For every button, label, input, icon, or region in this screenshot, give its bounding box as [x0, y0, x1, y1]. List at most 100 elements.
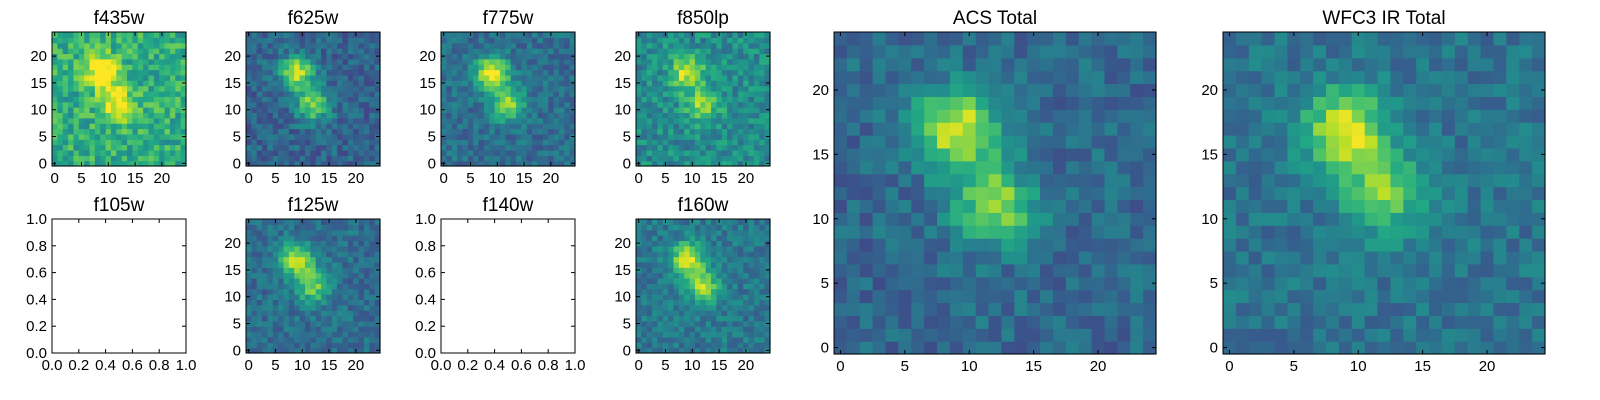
pixel-cell [662, 288, 669, 295]
pixel-cell [716, 229, 723, 236]
pixel-cell [694, 261, 701, 268]
pixel-cell [267, 342, 274, 349]
pixel-cell [962, 276, 977, 291]
pixel-cell [299, 288, 306, 295]
pixel-cell [716, 245, 723, 252]
pixel-cell [116, 139, 123, 146]
pixel-cell [278, 240, 285, 247]
pixel-cell [885, 135, 899, 149]
pixel-cell [369, 288, 376, 295]
pixel-cell [975, 109, 990, 123]
pixel-cell [267, 133, 274, 140]
pixel-cell [510, 101, 517, 108]
pixel-cell [68, 139, 75, 146]
pixel-cell [743, 331, 750, 338]
pixel-cell [278, 144, 285, 151]
pixel-cell [94, 58, 101, 65]
pixel-cell [759, 149, 766, 156]
pixel-cell [1326, 238, 1340, 252]
pixel-cell [737, 128, 744, 135]
pixel-cell [759, 219, 766, 225]
pixel-cell [164, 112, 171, 119]
pixel-cell [310, 331, 317, 338]
pixel-cell [451, 139, 458, 146]
pixel-cell [516, 101, 522, 108]
pixel-cell [684, 224, 691, 231]
pixel-cell [164, 69, 171, 76]
pixel-cell [262, 304, 269, 311]
pixel-cell [569, 37, 576, 44]
y-tick-label-20: 20 [224, 48, 241, 65]
pixel-cell [1467, 341, 1482, 355]
pixel-cell [652, 42, 659, 49]
pixel-cell [299, 224, 306, 231]
pixel-cell [689, 315, 696, 322]
pixel-cell [446, 69, 453, 76]
pixel-cell [473, 112, 480, 119]
pixel-cell [898, 289, 912, 304]
pixel-cell [1429, 302, 1443, 316]
pixel-cell [1052, 160, 1067, 175]
pixel-cell [310, 336, 317, 343]
x-tick-label-15: 15 [321, 357, 338, 374]
pixel-cell [84, 101, 91, 108]
pixel-cell [473, 155, 480, 162]
pixel-cell [748, 342, 755, 349]
pixel-cell [304, 331, 311, 338]
pixel-cell [342, 283, 349, 290]
y-tick-label-15: 15 [812, 146, 829, 163]
pixel-cell [662, 283, 669, 290]
pixel-cell [110, 74, 117, 81]
pixel-cell [331, 288, 338, 295]
pixel-cell [331, 48, 338, 55]
pixel-cell [272, 310, 279, 317]
pixel-cell [100, 85, 107, 92]
pixel-cell [310, 64, 317, 71]
pixel-cell [175, 149, 182, 156]
pixel-cell [347, 53, 354, 60]
pixel-cell [347, 336, 354, 343]
pixel-cell [1104, 160, 1118, 175]
pixel-cell [68, 32, 75, 38]
pixel-cell [347, 315, 354, 322]
pixel-cell [267, 277, 274, 284]
y-tick-label-0: 0 [233, 342, 241, 359]
pixel-cell [137, 133, 144, 140]
pixel-cell [288, 64, 295, 71]
pixel-cell [347, 37, 354, 44]
pixel-cell [975, 302, 990, 316]
pixel-cell [684, 32, 691, 38]
pixel-cell [315, 101, 322, 108]
pixel-cell [246, 283, 252, 290]
pixel-cell [331, 320, 338, 327]
pixel-cell [678, 315, 685, 322]
pixel-cell [256, 58, 263, 65]
pixel-cell [342, 155, 349, 162]
pixel-cell [347, 107, 354, 113]
pixel-cell [262, 272, 269, 279]
pixel-cell [294, 42, 301, 49]
pixel-cell [641, 245, 648, 252]
pixel-cell [1040, 186, 1054, 201]
pixel-cell [1390, 341, 1404, 355]
pixel-cell [342, 74, 349, 81]
pixel-cell [673, 144, 680, 151]
pixel-cell [753, 139, 760, 146]
pixel-cell [700, 304, 707, 311]
pixel-cell [859, 122, 874, 136]
pixel-cell [278, 155, 285, 162]
pixel-cell [646, 336, 653, 343]
pixel-cell [834, 70, 848, 85]
panel-title: f105w [94, 195, 145, 216]
pixel-cell [721, 149, 728, 156]
pixel-cell [743, 310, 750, 317]
pixel-cell [94, 144, 101, 151]
pixel-cell [937, 135, 951, 149]
pixel-cell [462, 74, 469, 81]
pixel-cell [505, 58, 512, 65]
pixel-cell [705, 320, 712, 327]
pixel-cell [689, 342, 696, 349]
pixel-cell [711, 160, 717, 167]
pixel-cell [975, 199, 990, 213]
pixel-cell [662, 331, 669, 338]
